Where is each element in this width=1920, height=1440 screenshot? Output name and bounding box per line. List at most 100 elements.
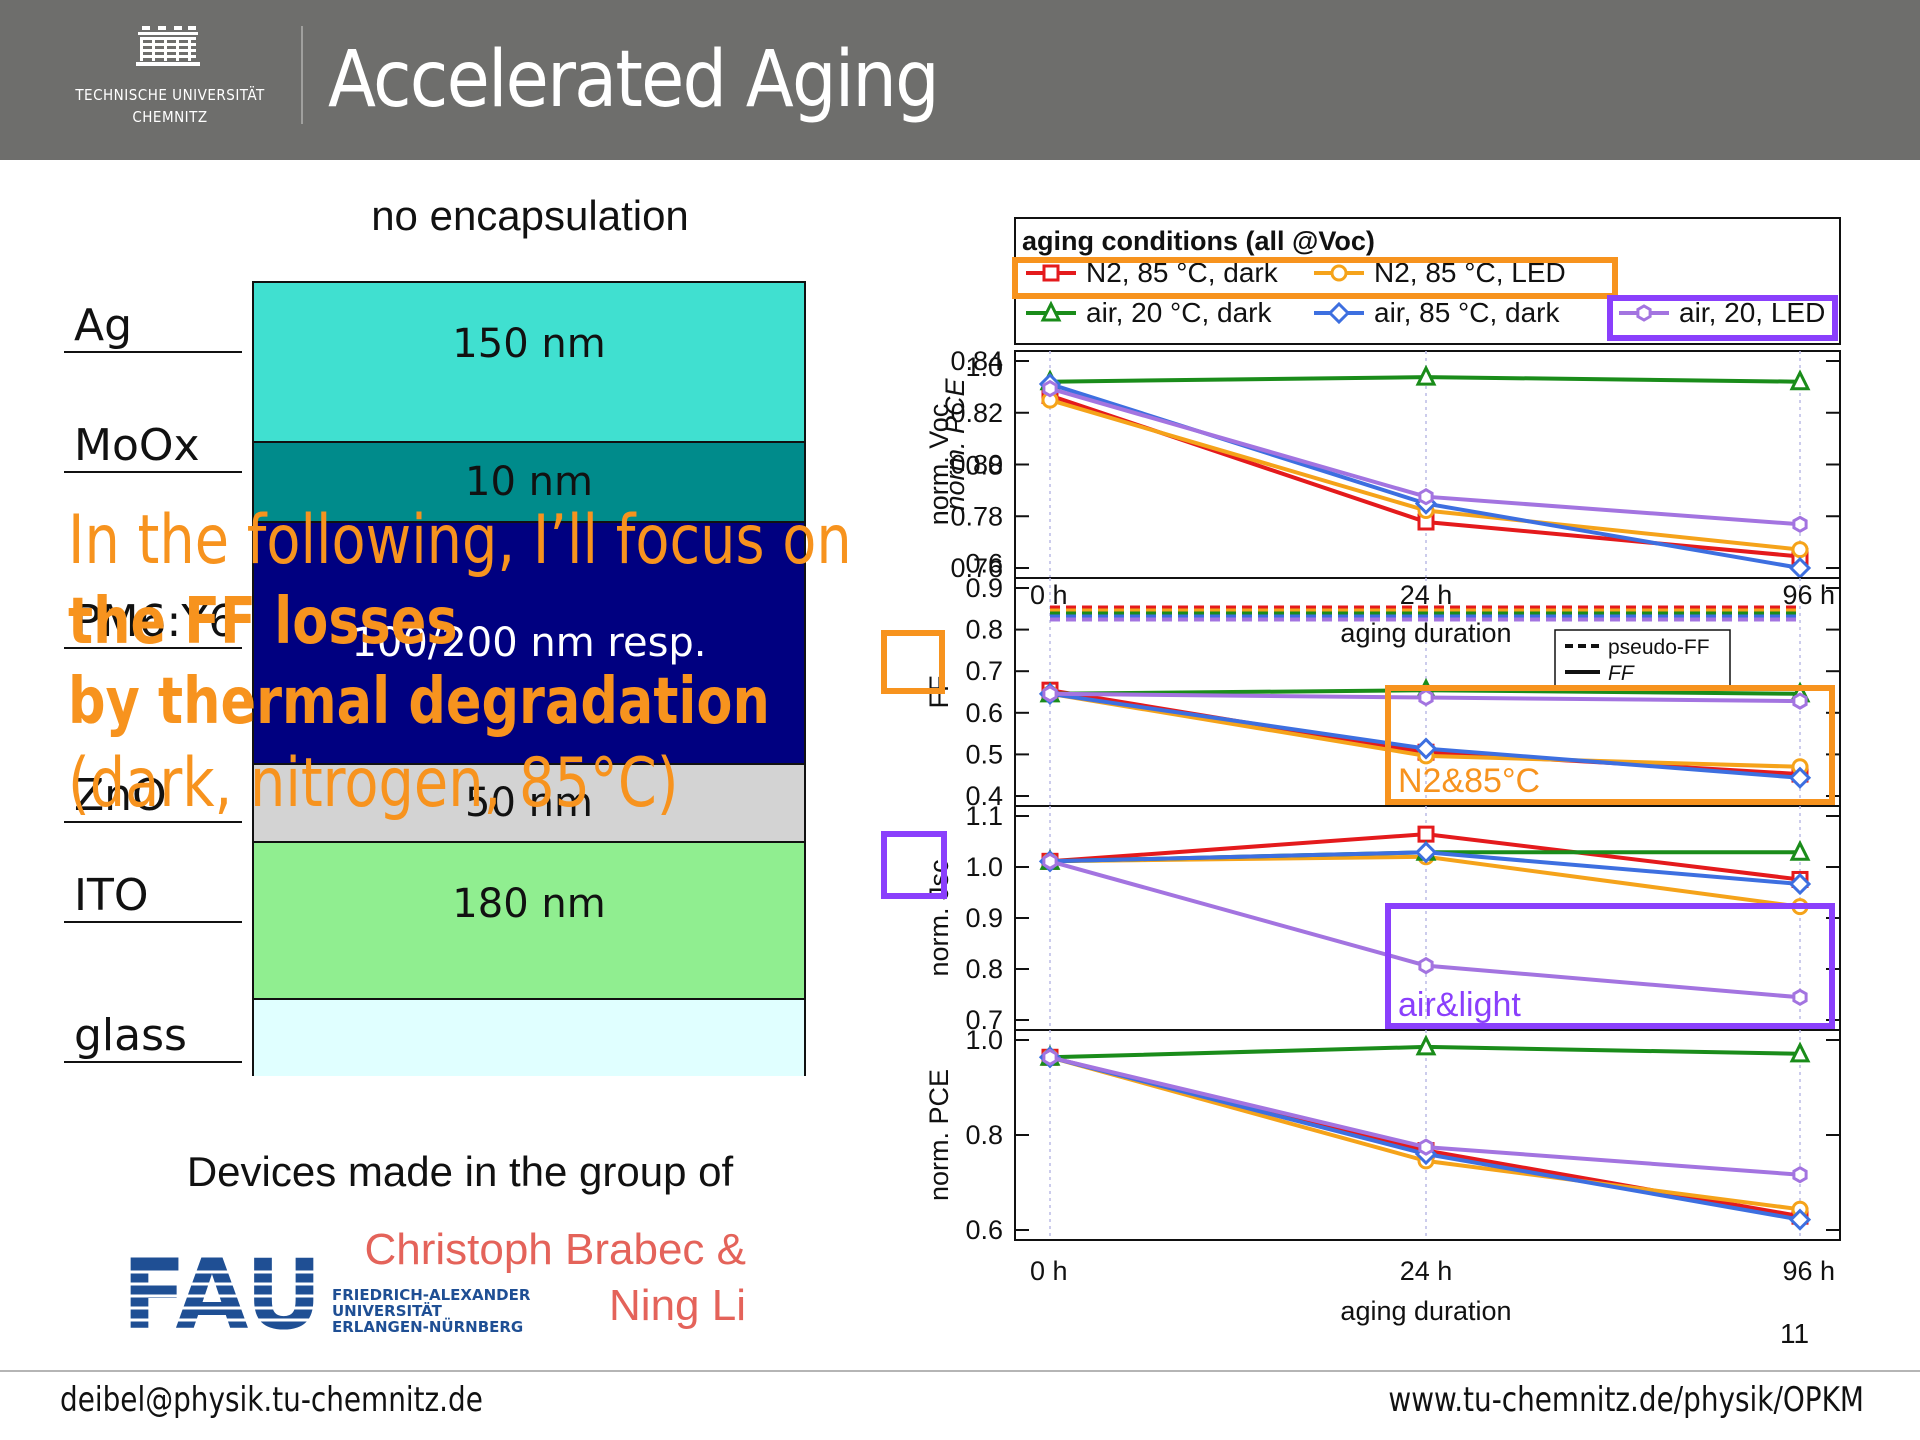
y-axis-label-overlap: norm. PCE: [940, 377, 970, 510]
annotation-label: air&light: [1398, 986, 1521, 1024]
data-point: [1788, 872, 1812, 896]
layer-4: 50 nm: [252, 763, 806, 841]
header-divider: [301, 26, 303, 124]
layer-thickness: 50 nm: [465, 780, 593, 826]
data-point: [1042, 379, 1058, 398]
data-point: [1792, 692, 1808, 710]
data-point: [1042, 685, 1058, 703]
legend-label: air, 20, LED: [1679, 297, 1825, 328]
overlay-line-2: the FF losses: [68, 585, 458, 659]
fau-name-line-1: FRIEDRICH-ALEXANDER: [332, 1286, 531, 1304]
ff-legend-label-pseudo: pseudo-FF: [1608, 636, 1710, 659]
y-tick-label: 1.0: [965, 1025, 1003, 1055]
layer-thickness: 150 nm: [452, 321, 606, 367]
legend-title: aging conditions (all @Voc): [1022, 226, 1375, 256]
x-axis-label-overlap: aging duration: [1340, 618, 1511, 648]
x-tick-label: 96 h: [1782, 1256, 1835, 1286]
ff-legend-box: [1554, 629, 1731, 689]
footer-email[interactable]: deibel@physik.tu-chemnitz.de: [60, 1380, 483, 1420]
group-line-2: Ning Li: [609, 1281, 746, 1330]
layer-thickness: 180 nm: [452, 881, 606, 927]
slide-title: Accelerated Aging: [328, 35, 940, 125]
panel-frame: [1014, 1029, 1841, 1241]
data-point: [1418, 956, 1434, 975]
y-tick-label: 1.0: [965, 852, 1003, 882]
x-tick-label-overlap: 96 h: [1782, 580, 1835, 610]
layer-label: ITO: [64, 870, 242, 923]
y-tick-label: 0.6: [965, 1215, 1003, 1245]
layer-label: Ag: [64, 300, 242, 353]
y-tick-label: 0.8: [965, 954, 1003, 984]
y-tick-label: 0.82: [950, 398, 1003, 428]
university-logo[interactable]: TECHNISCHE UNIVERSITÄT CHEMNITZ: [60, 24, 280, 134]
legend-marker: [1042, 264, 1060, 282]
layer-thickness: 10 nm: [465, 459, 593, 505]
data-point: [1414, 841, 1438, 864]
y-axis-label: norm. Jsc: [924, 859, 954, 976]
device-stack: 150 nm 10 nm 100/200 nm resp. 50 nm 180 nm: [252, 281, 808, 1076]
data-point: [1788, 766, 1812, 789]
data-point: [1789, 839, 1811, 861]
header-bar: TECHNISCHE UNIVERSITÄT CHEMNITZ Accelera…: [0, 0, 1920, 160]
legend-label: air, 85 °C, dark: [1374, 297, 1561, 328]
y-tick-label: 0.84: [950, 346, 1003, 376]
layer-3: 100/200 nm resp.: [252, 521, 806, 763]
chart-legend: [1014, 217, 1841, 345]
page-number: 11: [1780, 1318, 1810, 1349]
y-tick-label: 0.9: [965, 573, 1003, 603]
data-point: [1792, 515, 1808, 534]
focus-overlay-text: In the following, I’ll focus on the FF l…: [68, 500, 1024, 826]
legend-marker: [1327, 301, 1351, 325]
y-tick-label: 0.76: [950, 553, 1003, 583]
y-tick-label: 0.9: [965, 903, 1003, 933]
data-point: [1418, 688, 1434, 707]
overlay-line-1: In the following, I’ll focus on: [68, 501, 852, 580]
layer-label: ZnO: [64, 770, 242, 823]
x-tick-label: 0 h: [1030, 1256, 1068, 1286]
data-point: [1789, 1041, 1811, 1063]
layer-thickness: 100/200 nm resp.: [351, 620, 707, 666]
y-tick-label: 0.7: [965, 656, 1003, 686]
footer-divider: [0, 1370, 1920, 1372]
data-point: [1414, 737, 1438, 760]
data-point: [1415, 364, 1437, 386]
legend-label: air, 20 °C, dark: [1086, 297, 1273, 328]
ff-legend-label-ff: FF: [1608, 662, 1635, 685]
data-point: [1418, 1138, 1434, 1156]
layer-label: MoOx: [64, 420, 242, 473]
data-point: [1789, 369, 1811, 391]
university-name: TECHNISCHE UNIVERSITÄT CHEMNITZ: [75, 86, 265, 126]
layer-label: glass: [64, 1010, 242, 1063]
data-point: [1042, 1048, 1058, 1067]
group-line-1: Christoph Brabec &: [364, 1225, 746, 1274]
data-point: [1417, 825, 1435, 843]
y-tick-label: 0.8: [965, 615, 1003, 645]
x-tick-label: 24 h: [1400, 1256, 1453, 1286]
y-tick-label: 0.7: [965, 1005, 1003, 1035]
y-tick-label: 0.5: [965, 739, 1003, 769]
layer-6: [252, 998, 806, 1076]
layer-5: 180 nm: [252, 841, 806, 998]
stack-heading: no encapsulation: [371, 192, 689, 239]
data-point: [1418, 487, 1434, 506]
legend-highlight-orange: [1012, 257, 1618, 299]
y-tick-label: 0.6: [965, 698, 1003, 728]
x-tick-label-overlap: 24 h: [1400, 580, 1453, 610]
university-building-icon: [136, 26, 200, 66]
x-tick-label-overlap: 0 h: [1030, 580, 1068, 610]
footer-website[interactable]: www.tu-chemnitz.de/physik/OPKM: [1388, 1380, 1864, 1420]
layer-1: 150 nm: [252, 281, 806, 441]
layer-label: PM6:Y6: [64, 596, 242, 649]
annotation-box: [1385, 903, 1835, 1029]
y-tick-label: 0.80: [950, 450, 1003, 480]
fau-logo[interactable]: FAU FRIEDRICH-ALEXANDER UNIVERSITÄT ERLA…: [122, 1250, 562, 1350]
annotation-label: N2&85°C: [1398, 762, 1540, 800]
y-axis-label: norm. Voc: [924, 404, 954, 526]
y-tick-label-overlap: 1.0: [965, 352, 1003, 382]
y-tick-label: 0.78: [950, 501, 1003, 531]
y-tick-label-overlap: 0.8: [965, 450, 1003, 480]
y-tick-label-overlap: 0.6: [965, 549, 1003, 579]
y-tick-label: 0.8: [965, 1120, 1003, 1150]
y-tick-label: 1.1: [965, 801, 1003, 831]
layer-2: 10 nm: [252, 441, 806, 521]
